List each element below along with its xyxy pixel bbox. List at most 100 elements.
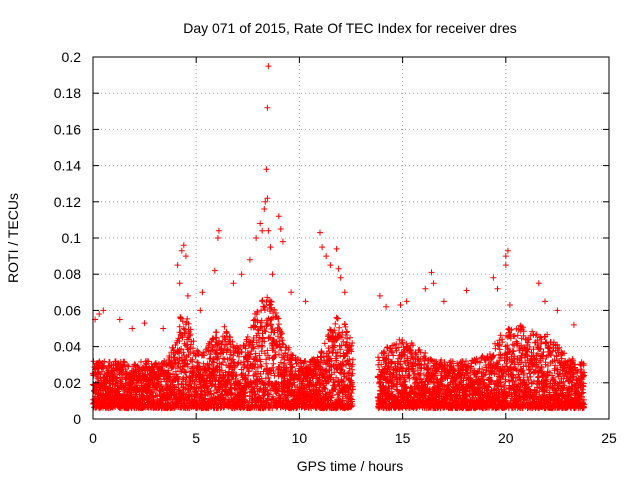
- data-point: [332, 320, 339, 327]
- data-point: [409, 363, 416, 370]
- data-point: [322, 386, 329, 392]
- data-point: [256, 394, 263, 401]
- data-point: [189, 356, 196, 363]
- data-point: [344, 339, 350, 346]
- data-point: [399, 339, 406, 346]
- data-point: [237, 359, 244, 366]
- data-point: [174, 373, 181, 380]
- data-points: [90, 63, 588, 412]
- data-point: [302, 358, 309, 365]
- data-point: [261, 338, 268, 345]
- data-point: [251, 391, 258, 398]
- data-point: [263, 299, 270, 305]
- data-point: [404, 355, 411, 362]
- data-point: [247, 351, 254, 358]
- data-point: [295, 360, 302, 367]
- data-point: [327, 397, 334, 404]
- data-point: [278, 330, 285, 337]
- data-point: [331, 327, 338, 334]
- data-point: [276, 363, 283, 370]
- data-point: [266, 391, 273, 398]
- data-point: [150, 397, 157, 404]
- data-point: [117, 367, 124, 374]
- data-point: [321, 340, 328, 347]
- data-point: [211, 390, 217, 397]
- data-point: [178, 380, 185, 387]
- data-point: [283, 366, 290, 373]
- data-point: [176, 338, 183, 345]
- data-point: [332, 342, 338, 349]
- data-point: [342, 323, 349, 330]
- data-point: [413, 351, 420, 358]
- data-point: [390, 352, 397, 359]
- data-point: [348, 342, 355, 349]
- data-point: [340, 378, 347, 385]
- data-point: [214, 356, 220, 363]
- data-point: [285, 344, 292, 351]
- data-point: [215, 353, 222, 360]
- data-point: [409, 354, 416, 360]
- data-point: [259, 343, 266, 350]
- data-point: [417, 349, 424, 356]
- data-point: [341, 353, 348, 360]
- data-point: [349, 356, 356, 363]
- data-point: [259, 297, 266, 304]
- data-point: [195, 359, 202, 366]
- data-point: [124, 362, 131, 369]
- data-point: [236, 353, 242, 360]
- data-point: [258, 317, 265, 324]
- data-point: [170, 363, 177, 370]
- data-point: [269, 364, 276, 371]
- data-point: [256, 352, 263, 359]
- data-point: [384, 344, 391, 351]
- data-point: [388, 359, 395, 366]
- data-point: [151, 368, 158, 375]
- data-point: [248, 403, 255, 410]
- data-point: [417, 364, 424, 371]
- data-point: [176, 323, 183, 330]
- data-point: [275, 315, 282, 322]
- data-point: [207, 388, 214, 394]
- data-point: [272, 352, 279, 358]
- data-point: [185, 320, 192, 327]
- data-point: [347, 334, 353, 341]
- data-point: [275, 321, 282, 328]
- data-point: [329, 392, 336, 399]
- data-point: [263, 356, 270, 363]
- data-point: [262, 328, 269, 335]
- data-point: [396, 368, 403, 375]
- data-point: [349, 340, 356, 346]
- data-point: [227, 347, 234, 354]
- data-point: [265, 374, 272, 381]
- data-point: [333, 374, 340, 381]
- data-point: [145, 358, 152, 365]
- data-point: [190, 338, 197, 345]
- data-point: [234, 360, 241, 367]
- data-point: [230, 369, 237, 375]
- data-point: [254, 308, 261, 315]
- data-point: [333, 353, 340, 360]
- data-point: [180, 349, 187, 356]
- data-point: [190, 345, 196, 352]
- data-point: [221, 345, 227, 352]
- data-point: [343, 374, 350, 381]
- data-point: [178, 346, 185, 352]
- data-point: [101, 358, 108, 365]
- data-point: [334, 315, 341, 322]
- data-point: [279, 337, 286, 344]
- data-point: [271, 337, 277, 344]
- data-point: [378, 361, 385, 368]
- data-point: [205, 347, 212, 354]
- data-point: [201, 352, 208, 359]
- data-point: [257, 358, 264, 365]
- data-point: [231, 363, 238, 370]
- data-point: [325, 345, 332, 352]
- data-point: [233, 371, 240, 378]
- data-point: [271, 306, 278, 313]
- data-point: [333, 337, 340, 344]
- data-point: [281, 356, 288, 363]
- data-point: [348, 390, 355, 397]
- data-point: [264, 294, 271, 301]
- data-point: [252, 361, 259, 368]
